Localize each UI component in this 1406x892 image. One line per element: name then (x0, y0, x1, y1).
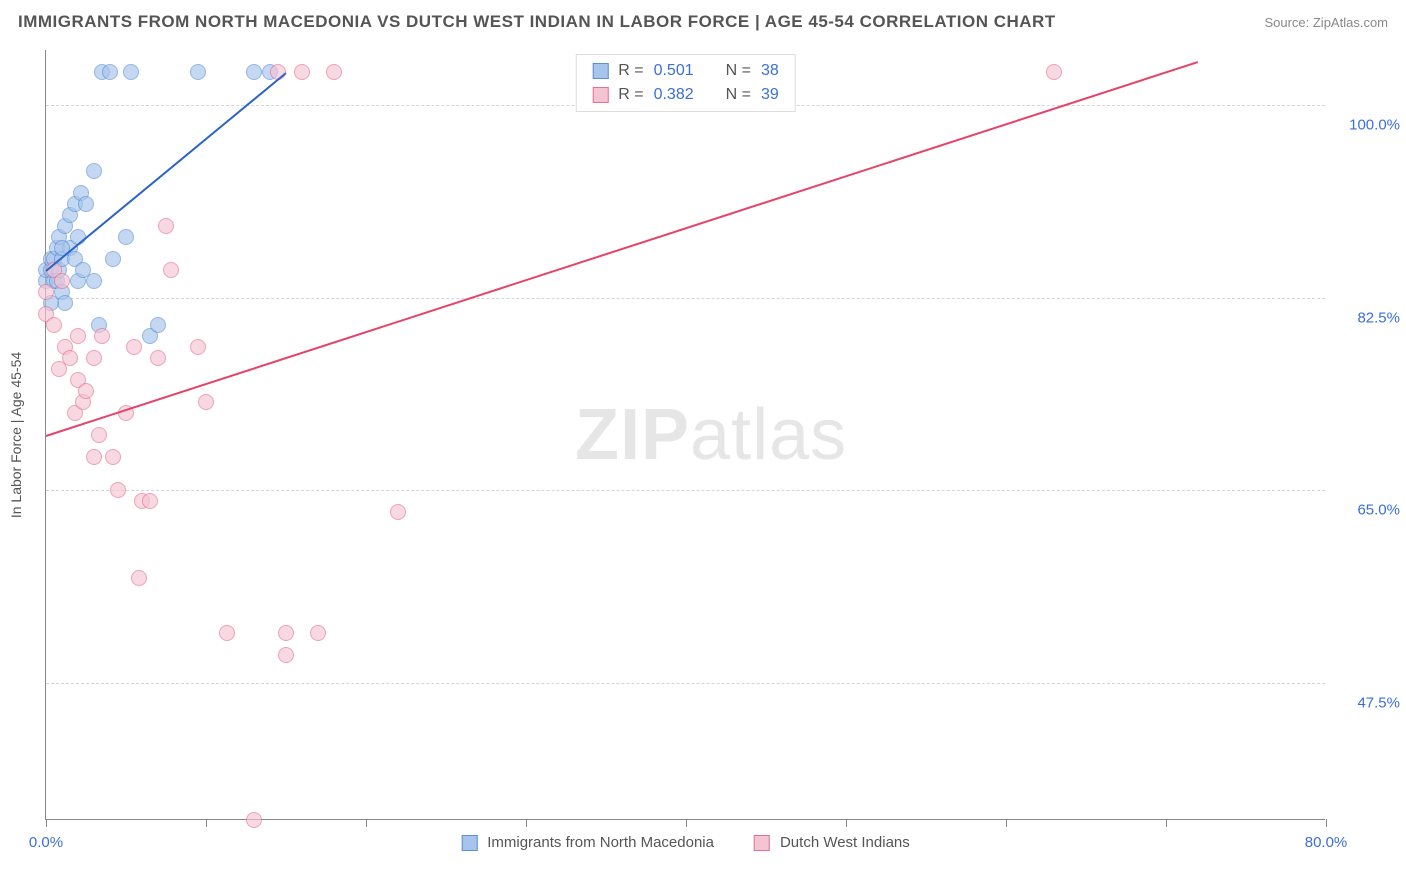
data-point-pink (105, 449, 121, 465)
data-point-blue (57, 295, 73, 311)
data-point-pink (198, 394, 214, 410)
data-point-pink (54, 273, 70, 289)
data-point-pink (110, 482, 126, 498)
x-tick-label: 80.0% (1305, 834, 1348, 851)
n-value-pink: 39 (761, 86, 779, 104)
gridline (46, 298, 1325, 299)
data-point-pink (142, 493, 158, 509)
x-tick (686, 819, 687, 827)
y-tick-label: 82.5% (1335, 309, 1400, 326)
x-tick (206, 819, 207, 827)
data-point-blue (78, 196, 94, 212)
watermark-bold: ZIP (575, 395, 690, 475)
x-tick (1326, 819, 1327, 827)
data-point-pink (62, 350, 78, 366)
r-prefix: R = (618, 86, 643, 104)
data-point-pink (94, 328, 110, 344)
x-tick (846, 819, 847, 827)
swatch-blue-bottom (461, 835, 477, 851)
r-prefix: R = (618, 62, 643, 80)
data-point-pink (326, 64, 342, 80)
data-point-pink (91, 427, 107, 443)
r-value-blue: 0.501 (654, 62, 694, 80)
data-point-blue (123, 64, 139, 80)
data-point-pink (78, 383, 94, 399)
y-tick-label: 47.5% (1335, 694, 1400, 711)
data-point-pink (278, 647, 294, 663)
gridline (46, 490, 1325, 491)
legend-row-pink: R = 0.382 N = 39 (576, 83, 795, 107)
y-axis-label: In Labor Force | Age 45-54 (8, 351, 24, 517)
swatch-pink (592, 87, 608, 103)
data-point-blue (190, 64, 206, 80)
data-point-pink (46, 317, 62, 333)
data-point-blue (150, 317, 166, 333)
data-point-pink (190, 339, 206, 355)
legend-correlation: R = 0.501 N = 38 R = 0.382 N = 39 (575, 54, 796, 112)
trend-line-pink (46, 61, 1199, 437)
data-point-pink (38, 284, 54, 300)
legend-item-blue: Immigrants from North Macedonia (461, 834, 714, 851)
swatch-blue (592, 63, 608, 79)
data-point-pink (70, 328, 86, 344)
x-tick-label: 0.0% (29, 834, 63, 851)
data-point-blue (105, 251, 121, 267)
data-point-pink (158, 218, 174, 234)
data-point-pink (278, 625, 294, 641)
data-point-blue (102, 64, 118, 80)
series-label-blue: Immigrants from North Macedonia (487, 834, 714, 851)
x-tick (46, 819, 47, 827)
chart-title: IMMIGRANTS FROM NORTH MACEDONIA VS DUTCH… (18, 12, 1056, 32)
data-point-blue (246, 64, 262, 80)
data-point-pink (294, 64, 310, 80)
y-tick-label: 65.0% (1335, 502, 1400, 519)
x-tick (1166, 819, 1167, 827)
y-tick-label: 100.0% (1335, 117, 1400, 134)
r-value-pink: 0.382 (654, 86, 694, 104)
scatter-plot: In Labor Force | Age 45-54 ZIPatlas 47.5… (45, 50, 1325, 820)
n-prefix: N = (726, 62, 751, 80)
legend-series: Immigrants from North Macedonia Dutch We… (461, 834, 910, 851)
legend-row-blue: R = 0.501 N = 38 (576, 59, 795, 83)
data-point-pink (131, 570, 147, 586)
n-value-blue: 38 (761, 62, 779, 80)
data-point-pink (150, 350, 166, 366)
source-label: Source: ZipAtlas.com (1264, 15, 1388, 30)
data-point-pink (86, 350, 102, 366)
x-tick (1006, 819, 1007, 827)
series-label-pink: Dutch West Indians (780, 834, 910, 851)
data-point-pink (126, 339, 142, 355)
x-tick (526, 819, 527, 827)
data-point-blue (118, 229, 134, 245)
data-point-pink (246, 812, 262, 828)
swatch-pink-bottom (754, 835, 770, 851)
watermark: ZIPatlas (575, 394, 847, 476)
data-point-pink (1046, 64, 1062, 80)
n-prefix: N = (726, 86, 751, 104)
data-point-pink (163, 262, 179, 278)
x-tick (366, 819, 367, 827)
data-point-blue (86, 163, 102, 179)
watermark-light: atlas (690, 395, 847, 475)
data-point-pink (219, 625, 235, 641)
data-point-pink (390, 504, 406, 520)
gridline (46, 683, 1325, 684)
data-point-blue (86, 273, 102, 289)
data-point-pink (86, 449, 102, 465)
data-point-pink (310, 625, 326, 641)
trend-line-blue (45, 72, 286, 272)
title-bar: IMMIGRANTS FROM NORTH MACEDONIA VS DUTCH… (18, 12, 1388, 32)
legend-item-pink: Dutch West Indians (754, 834, 910, 851)
